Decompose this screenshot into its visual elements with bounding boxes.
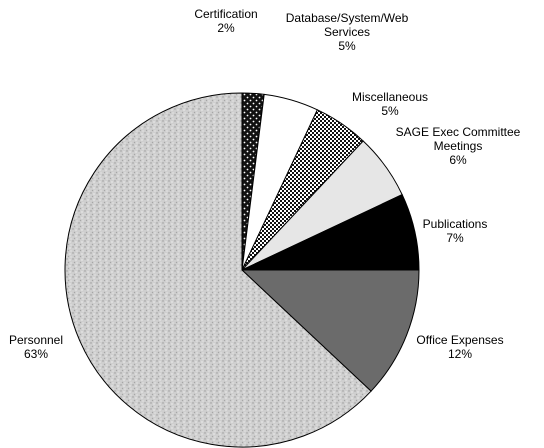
slice-name-line: Certification xyxy=(194,7,257,21)
pie-slice-office-expenses xyxy=(240,269,420,392)
slice-percent: 2% xyxy=(217,21,235,35)
slice-name-line: Services xyxy=(324,25,370,39)
slices-layer xyxy=(64,92,420,448)
slice-percent: 12% xyxy=(448,347,472,361)
slice-name-line: Database/System/Web xyxy=(286,11,409,25)
slice-name-line: Publications xyxy=(423,217,488,231)
slice-percent: 5% xyxy=(381,104,399,118)
labels-layer: Certification 2% Database/System/Web Servic… xyxy=(9,7,521,361)
slice-name-line: Miscellaneous xyxy=(352,90,428,104)
slice-name-line: Personnel xyxy=(9,333,63,347)
slice-percent: 7% xyxy=(446,231,464,245)
slice-percent: 5% xyxy=(338,39,356,53)
slice-label-sage-exec-committee-meetings: SAGE Exec Committee Meetings 6% xyxy=(396,125,521,167)
slice-label-miscellaneous: Miscellaneous 5% xyxy=(352,90,428,118)
slice-name-line: Office Expenses xyxy=(416,333,503,347)
slice-percent: 6% xyxy=(449,153,467,167)
slice-percent: 63% xyxy=(24,347,48,361)
slice-name-line: SAGE Exec Committee xyxy=(396,125,521,139)
pie-slice-personnel xyxy=(64,92,372,448)
slice-name-line: Meetings xyxy=(434,139,483,153)
slice-label-certification: Certification 2% xyxy=(194,7,257,35)
slice-label-office-expenses: Office Expenses 12% xyxy=(416,333,503,361)
slice-label-personnel: Personnel 63% xyxy=(9,333,63,361)
slice-label-database-system-web-services: Database/System/Web Services 5% xyxy=(286,11,409,53)
slice-label-publications: Publications 7% xyxy=(423,217,488,245)
